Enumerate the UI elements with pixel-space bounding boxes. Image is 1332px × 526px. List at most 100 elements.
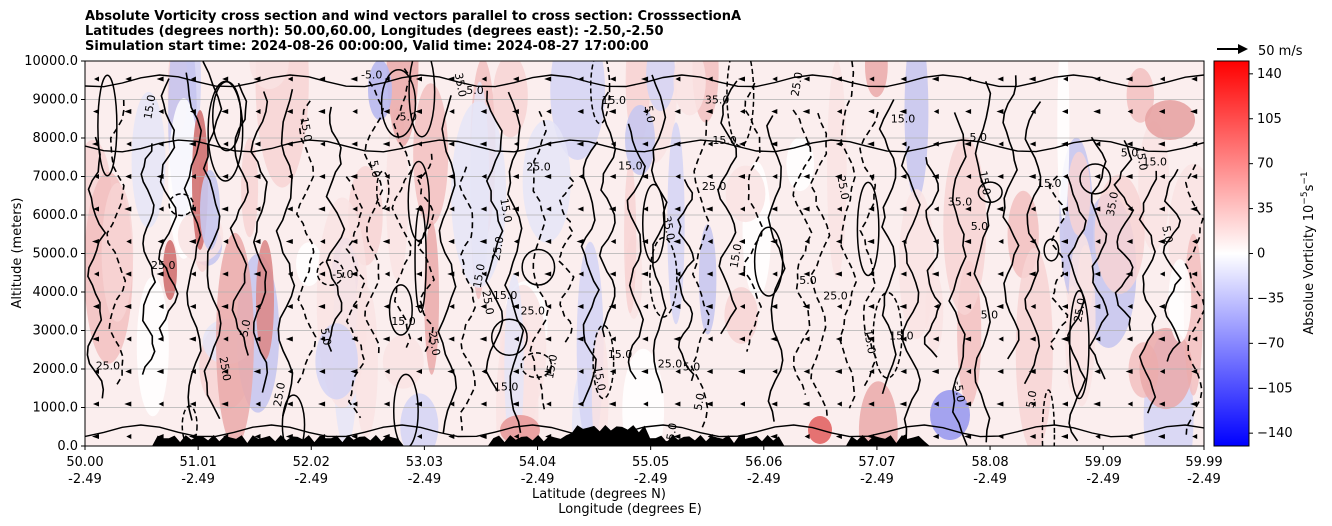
wind-vector — [383, 206, 390, 212]
vorticity-patch — [241, 138, 259, 238]
wind-vector — [966, 369, 972, 374]
wind-vector — [996, 109, 1004, 114]
wind-vector — [512, 174, 519, 179]
contour-label: -5.0 — [361, 69, 382, 82]
wind-vector — [449, 206, 455, 212]
contour-label: 25.0 — [702, 180, 727, 193]
wind-vector — [641, 76, 649, 82]
wind-vector — [318, 206, 326, 212]
wind-vector — [578, 369, 584, 374]
contour-positive — [485, 90, 504, 392]
wind-vector — [1095, 434, 1101, 439]
wind-vector — [901, 239, 907, 244]
wind-vector — [707, 239, 713, 244]
wind-vector — [480, 401, 487, 407]
wind-vector — [1028, 369, 1036, 374]
contour-positive — [1162, 168, 1182, 362]
wind-vector — [189, 304, 196, 309]
contour-loop — [1043, 238, 1060, 262]
wind-vector — [417, 239, 422, 244]
wind-vector — [94, 271, 99, 277]
colorbar-label-main: Absolue Vorticity 10 — [1302, 205, 1317, 335]
contour-label: 15.0 — [471, 263, 488, 289]
y-tick-label: 10000.0 — [24, 54, 78, 69]
wind-vector — [320, 336, 326, 342]
wind-vector — [1192, 336, 1198, 342]
wind-vector — [1062, 109, 1068, 114]
wind-vector — [447, 76, 455, 82]
wind-vector — [740, 206, 745, 212]
wind-vector — [416, 271, 422, 277]
wind-vector — [415, 109, 422, 114]
wind-vector — [1029, 336, 1036, 342]
wind-vector — [1190, 109, 1198, 114]
contour-label: 15.0 — [494, 380, 519, 393]
vorticity-patch — [1168, 259, 1192, 343]
vorticity-patch — [827, 61, 847, 278]
wind-vector — [1127, 401, 1133, 407]
wind-vector — [285, 336, 293, 342]
wind-vector — [802, 206, 810, 212]
wind-vector — [996, 304, 1004, 309]
wind-vector — [222, 271, 229, 277]
wind-vector — [836, 109, 842, 114]
wind-vector — [126, 141, 132, 147]
wind-vector — [1030, 401, 1036, 407]
wind-vector — [480, 206, 487, 212]
vorticity-patch — [1067, 151, 1091, 236]
contour-label: 5.0 — [318, 327, 334, 346]
wind-vector — [479, 434, 487, 439]
wind-vector — [804, 141, 810, 147]
colorbar-tick-label: −140 — [1257, 426, 1293, 441]
wind-vector — [642, 141, 649, 147]
wind-vector — [417, 434, 422, 439]
wind-vector — [1158, 206, 1165, 212]
contour-loop — [281, 394, 306, 446]
contour-label: 15.0 — [891, 112, 916, 125]
wind-vector — [126, 336, 132, 342]
wind-vector — [1158, 109, 1165, 114]
wind-vector — [1028, 174, 1036, 179]
wind-vector — [1063, 369, 1068, 374]
y-tick-label: 2000.0 — [33, 362, 79, 377]
wind-vector — [770, 434, 778, 439]
wind-vector — [125, 369, 132, 374]
contour-label: 25.0 — [271, 381, 288, 407]
colorbar-label-unit-exp: −1 — [1300, 171, 1310, 184]
wind-vector — [1158, 304, 1165, 309]
wind-vector — [966, 174, 972, 179]
y-tick-label: 6000.0 — [33, 208, 79, 223]
wind-vector — [643, 109, 649, 114]
wind-vector — [513, 336, 519, 342]
wind-vector — [415, 401, 422, 407]
wind-vector — [576, 336, 584, 342]
wind-vector — [449, 401, 455, 407]
wind-vector — [578, 174, 584, 179]
wind-vector — [1127, 109, 1133, 114]
wind-vector — [286, 304, 293, 309]
vorticity-patch — [899, 189, 935, 339]
wind-vector — [997, 174, 1004, 179]
wind-vector — [350, 76, 358, 82]
wind-vector — [222, 369, 229, 374]
contour-loop — [97, 74, 118, 177]
vorticity-patch — [550, 61, 606, 160]
contour-label: 25.0 — [823, 290, 848, 303]
wind-vector — [255, 206, 261, 212]
contour-loop — [649, 237, 678, 318]
x-tick-label-lon: -2.49 — [634, 472, 668, 487]
wind-vector — [447, 174, 455, 179]
wind-vector — [188, 434, 196, 439]
wind-vector — [1157, 434, 1165, 439]
wind-vector — [287, 271, 293, 277]
wind-vector — [998, 141, 1004, 147]
wind-vector — [931, 369, 939, 374]
vorticity-patch — [216, 232, 254, 446]
wind-vector — [836, 401, 842, 407]
wind-vector — [966, 76, 972, 82]
wind-vector — [899, 206, 907, 212]
contour-negative — [529, 110, 549, 411]
colorbar-gradient — [1213, 60, 1250, 447]
contour-label: 15.0 — [1143, 156, 1168, 169]
contour-label: 15.0 — [712, 134, 737, 147]
